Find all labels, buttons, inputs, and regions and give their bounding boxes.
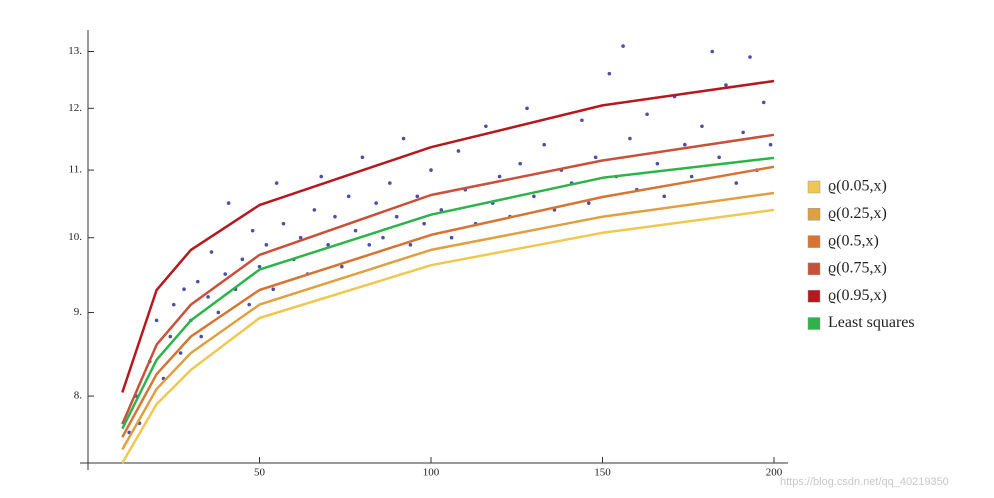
point — [264, 243, 269, 247]
legend-swatch — [807, 262, 821, 276]
legend-label: ϱ(0.05,x) — [828, 178, 887, 195]
x-tick-label: 150 — [594, 467, 611, 479]
legend-label: ϱ(0.25,x) — [828, 205, 887, 222]
point — [439, 208, 444, 212]
point — [374, 201, 378, 205]
point — [607, 71, 612, 76]
point — [216, 310, 221, 315]
point — [662, 194, 667, 199]
point — [724, 83, 728, 87]
point — [645, 112, 649, 117]
point — [700, 124, 704, 129]
point — [394, 214, 399, 219]
legend-label: ϱ(0.75,x) — [828, 260, 887, 277]
legend-swatch — [807, 180, 821, 194]
point — [586, 201, 591, 205]
point — [710, 49, 715, 54]
point — [340, 264, 344, 269]
point — [209, 250, 214, 254]
point — [154, 318, 159, 323]
legend-swatch — [807, 289, 821, 303]
point — [360, 155, 365, 160]
point — [381, 235, 385, 240]
point — [226, 201, 231, 205]
point — [748, 55, 752, 59]
y-tick-label: 10. — [68, 231, 82, 243]
legend-swatch — [807, 317, 821, 330]
point — [206, 295, 210, 299]
x-tick-label: 50 — [254, 467, 266, 479]
point — [422, 221, 426, 226]
point — [449, 235, 454, 240]
curve — [121, 133, 775, 425]
point — [171, 302, 176, 307]
point — [312, 208, 317, 212]
y-tick-label: 11. — [69, 164, 83, 176]
point — [326, 243, 330, 247]
point — [655, 161, 660, 166]
point — [250, 228, 255, 233]
point — [717, 155, 721, 160]
point — [388, 181, 392, 185]
y-tick-label: 12. — [68, 102, 82, 114]
y-tick-label: 8. — [74, 390, 83, 402]
point — [768, 142, 773, 147]
point — [593, 155, 598, 160]
point — [761, 100, 766, 105]
point — [542, 142, 546, 147]
point — [333, 214, 337, 219]
y-tick-label: 9. — [74, 306, 83, 318]
curve — [121, 165, 775, 438]
curve — [121, 208, 775, 464]
point — [223, 272, 227, 276]
point — [195, 279, 200, 284]
point — [741, 130, 745, 135]
point — [401, 136, 406, 141]
point — [199, 334, 203, 339]
point — [298, 235, 303, 240]
point — [683, 142, 687, 147]
point — [497, 174, 502, 179]
point — [346, 194, 351, 199]
point — [429, 168, 433, 172]
point — [257, 264, 262, 269]
curve — [121, 79, 775, 393]
point — [689, 174, 694, 179]
point — [408, 243, 413, 247]
point — [580, 118, 584, 123]
point — [240, 257, 245, 262]
legend-label: ϱ(0.95,x) — [828, 287, 887, 304]
point — [628, 136, 632, 141]
point — [367, 243, 372, 247]
legend-swatch — [807, 208, 821, 221]
point — [274, 181, 279, 185]
watermark: https://blog.csdn.net/qq_40219350 — [780, 476, 949, 488]
point — [525, 106, 529, 111]
point — [621, 44, 625, 48]
curve — [121, 156, 775, 430]
point — [271, 287, 276, 292]
curve — [121, 191, 775, 451]
point — [484, 124, 488, 129]
y-tick-label: 13. — [68, 45, 82, 57]
point — [734, 181, 739, 185]
legend-label: Least squares — [828, 314, 915, 331]
point — [456, 149, 461, 153]
point — [281, 221, 286, 226]
x-tick-label: 200 — [766, 467, 783, 479]
point — [319, 174, 324, 179]
point — [247, 302, 252, 307]
legend-swatch — [807, 235, 821, 248]
point — [168, 334, 173, 339]
legend-label: ϱ(0.5,x) — [828, 232, 879, 249]
x-tick-label: 100 — [423, 467, 440, 479]
point — [178, 351, 183, 355]
point — [182, 287, 186, 292]
point — [518, 161, 522, 166]
point — [353, 228, 358, 233]
point — [415, 194, 420, 199]
point — [532, 194, 536, 199]
